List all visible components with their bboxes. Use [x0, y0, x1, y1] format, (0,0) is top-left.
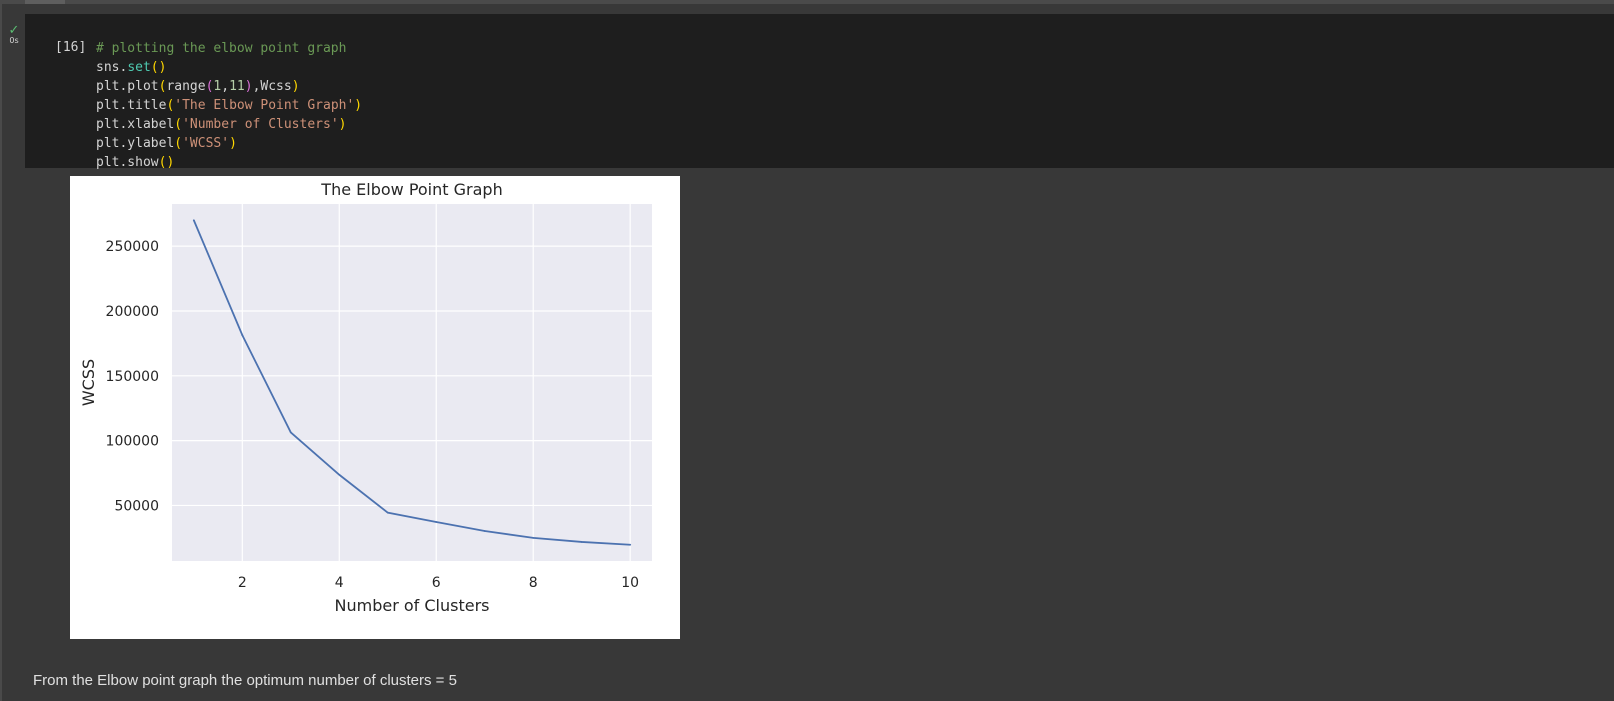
data-points	[192, 219, 632, 546]
code-token: (	[205, 79, 214, 94]
check-icon: ✓	[8, 22, 20, 37]
tab-marker	[25, 0, 65, 4]
wcss-line	[192, 219, 631, 546]
code-token: (	[158, 79, 167, 94]
tick-labels: 2 4 6 8 10 50000 100000 150000 200000 250000	[106, 239, 640, 591]
code-line: sns.set()	[96, 60, 166, 75]
x-axis-label: Number of Clusters	[335, 596, 490, 615]
y-tick-label: 250000	[106, 239, 159, 255]
code-token: (	[166, 98, 175, 113]
data-point	[386, 511, 389, 514]
code-token: ,Wcss	[252, 79, 292, 94]
code-token: plt.ylabel	[96, 136, 175, 151]
code-token: (	[174, 117, 183, 132]
code-token: )	[291, 79, 300, 94]
code-token: 'The Elbow Point Graph'	[174, 98, 355, 113]
data-point	[629, 543, 632, 546]
code-token: 11	[229, 79, 245, 94]
x-tick-label: 10	[621, 575, 639, 591]
data-point	[241, 334, 244, 337]
y-tick-label: 200000	[106, 304, 159, 320]
data-point	[532, 536, 535, 539]
data-point	[338, 473, 341, 476]
code-line: plt.show()	[96, 155, 174, 170]
code-token: )	[354, 98, 363, 113]
code-token: # plotting the elbow point graph	[96, 41, 347, 56]
code-token: ()	[158, 155, 175, 170]
data-point	[435, 521, 438, 523]
code-token: ()	[150, 60, 167, 75]
code-token: (	[174, 136, 183, 151]
code-editor[interactable]: # plotting the elbow point graph sns.set…	[96, 39, 362, 172]
x-tick-label: 2	[238, 575, 247, 591]
y-tick-label: 50000	[114, 498, 159, 514]
run-time: 0s	[9, 36, 19, 45]
data-point	[289, 431, 292, 434]
code-token: 'WCSS'	[182, 136, 230, 151]
code-cell[interactable]: [16] # plotting the elbow point graph sn…	[25, 14, 1614, 170]
data-point	[483, 530, 486, 532]
code-token: 'Number of Clusters'	[182, 117, 339, 132]
code-line: plt.ylabel('WCSS')	[96, 136, 237, 151]
markdown-text: From the Elbow point graph the optimum n…	[33, 672, 457, 689]
y-axis-label: WCSS	[79, 359, 98, 406]
code-line: plt.plot(range(1,11),Wcss)	[96, 79, 300, 94]
grid-lines	[172, 204, 652, 561]
code-token: 1	[213, 79, 222, 94]
x-tick-label: 4	[335, 575, 344, 591]
code-token: range	[166, 79, 206, 94]
run-status[interactable]: ✓ 0s	[6, 22, 22, 46]
chart-title: The Elbow Point Graph	[320, 180, 502, 199]
cell-output: 2 4 6 8 10 50000 100000 150000 200000 250000 The …	[70, 176, 680, 639]
code-token: plt.xlabel	[96, 117, 175, 132]
code-token: ,	[221, 79, 230, 94]
execution-count: [16]	[55, 40, 87, 55]
code-line: plt.xlabel('Number of Clusters')	[96, 117, 346, 132]
code-token: )	[244, 79, 253, 94]
data-point	[580, 541, 583, 543]
code-line: # plotting the elbow point graph	[96, 41, 346, 56]
code-token: plt.show	[96, 155, 159, 170]
x-tick-label: 8	[529, 575, 538, 591]
y-tick-label: 150000	[106, 369, 159, 385]
code-token: )	[338, 117, 347, 132]
x-tick-label: 6	[432, 575, 441, 591]
code-token: set	[127, 60, 151, 75]
code-token: sns.	[96, 60, 128, 75]
code-token: )	[229, 136, 237, 151]
plot-area	[172, 204, 652, 561]
data-point	[192, 219, 195, 222]
left-rail	[0, 0, 2, 701]
code-token: plt.plot	[96, 79, 159, 94]
y-tick-label: 100000	[106, 434, 159, 450]
code-line: plt.title('The Elbow Point Graph')	[96, 98, 362, 113]
top-strip	[0, 0, 1614, 4]
elbow-chart: 2 4 6 8 10 50000 100000 150000 200000 250000 The …	[79, 180, 652, 615]
code-token: plt.title	[96, 98, 167, 113]
